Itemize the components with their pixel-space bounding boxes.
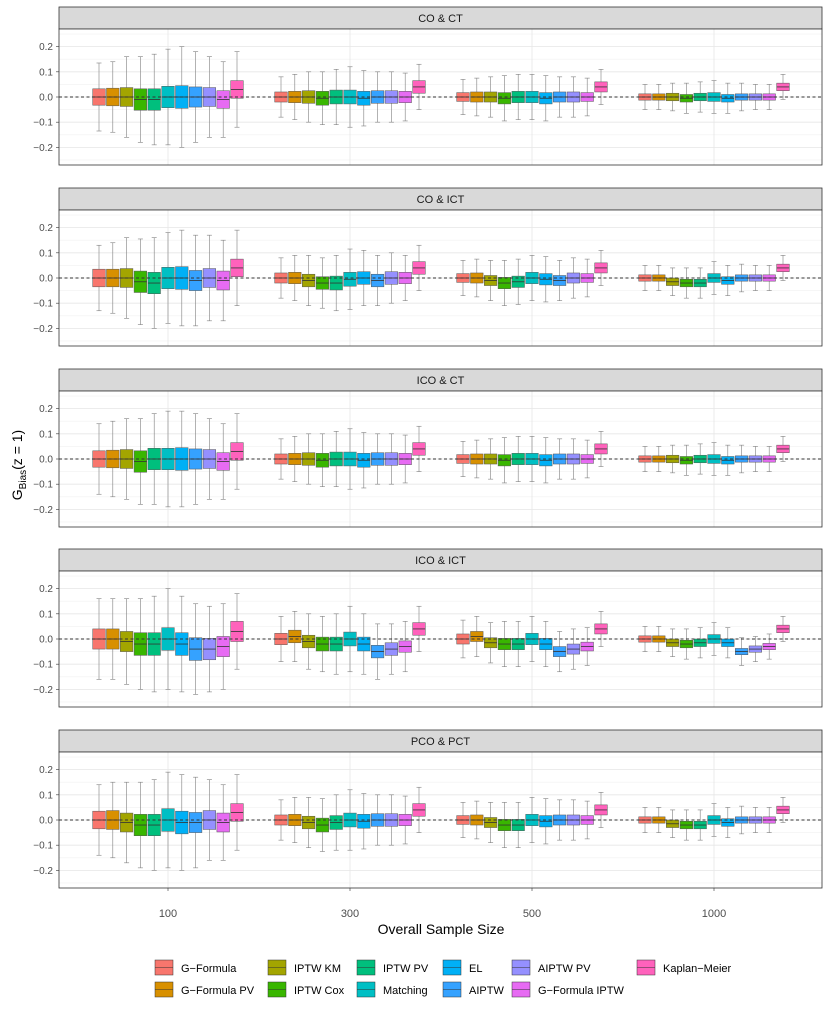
y-tick-label: 0.0 — [39, 93, 53, 104]
panel-border — [58, 390, 823, 528]
x-tick-label: 300 — [341, 908, 359, 920]
facet-panel: CO & CT −0.2 −0.1 0.0 0.1 0.2 — [33, 6, 823, 166]
facet-strip-label: ICO & CT — [417, 375, 465, 387]
legend-item-g-formula-pv: G−Formula PV — [154, 981, 255, 998]
x-tick-label: 100 — [159, 908, 177, 920]
legend-item-iptw-pv: IPTW PV — [356, 959, 429, 976]
y-tick-label: −0.1 — [33, 118, 53, 129]
legend-label-kaplan-meier: Kaplan−Meier — [663, 963, 732, 975]
x-axis-title: Overall Sample Size — [378, 921, 505, 937]
facet-strip-label: CO & ICT — [417, 194, 465, 206]
legend-label-g-formula-iptw: G−Formula IPTW — [538, 985, 624, 997]
legend-label-aiptw: AIPTW — [469, 985, 504, 997]
legend: G−Formula G−Formula PV IPTW KM IPTW Cox … — [154, 959, 732, 998]
y-axis-title-tail: (z = 1) — [9, 430, 25, 470]
y-tick-label: −0.2 — [33, 866, 53, 877]
y-tick-label: −0.1 — [33, 299, 53, 310]
y-tick-label: −0.2 — [33, 143, 53, 154]
legend-item-kaplan-meier: Kaplan−Meier — [636, 959, 732, 976]
legend-label-iptw-pv: IPTW PV — [383, 963, 429, 975]
legend-item-matching: Matching — [356, 981, 428, 998]
y-tick-label: 0.2 — [39, 765, 53, 776]
facet-panel: PCO & PCT −0.2 −0.1 0.0 0.1 0.2 — [33, 729, 823, 891]
legend-label-iptw-cox: IPTW Cox — [294, 985, 345, 997]
y-tick-label: 0.0 — [39, 635, 53, 646]
y-tick-label: −0.1 — [33, 480, 53, 491]
y-tick-label: 0.2 — [39, 223, 53, 234]
legend-label-el: EL — [469, 963, 482, 975]
y-tick-label: 0.1 — [39, 790, 53, 801]
y-tick-label: −0.1 — [33, 841, 53, 852]
x-tick-label: 1000 — [702, 908, 726, 920]
legend-item-iptw-cox: IPTW Cox — [267, 981, 345, 998]
facet-strip-label: PCO & PCT — [411, 736, 471, 748]
legend-label-matching: Matching — [383, 985, 428, 997]
legend-item-aiptw-pv: AIPTW PV — [511, 959, 591, 976]
legend-item-g-formula: G−Formula — [154, 959, 237, 976]
panel-border — [58, 751, 823, 889]
facet-strip-label: CO & CT — [418, 13, 463, 25]
facet-strip-label: ICO & ICT — [415, 555, 466, 567]
y-tick-label: −0.2 — [33, 324, 53, 335]
legend-item-el: EL — [442, 959, 482, 976]
facet-panel: ICO & CT −0.2 −0.1 0.0 0.1 0.2 — [33, 368, 823, 528]
x-tick-label: 500 — [523, 908, 541, 920]
y-tick-label: 0.0 — [39, 274, 53, 285]
panel-border — [58, 28, 823, 166]
legend-label-aiptw-pv: AIPTW PV — [538, 963, 591, 975]
legend-label-g-formula-pv: G−Formula PV — [181, 985, 255, 997]
y-tick-label: −0.2 — [33, 685, 53, 696]
legend-label-iptw-km: IPTW KM — [294, 963, 341, 975]
y-tick-label: 0.0 — [39, 816, 53, 827]
y-tick-label: 0.2 — [39, 404, 53, 415]
y-axis-title-sub: Bias — [18, 470, 29, 489]
facet-panel: ICO & ICT −0.2 −0.1 0.0 0.1 0.2 — [33, 548, 823, 708]
y-tick-label: 0.0 — [39, 455, 53, 466]
facet-panels: CO & CT −0.2 −0.1 0.0 0.1 0.2 CO & ICT −0.2 −0.1… — [33, 6, 823, 891]
y-tick-label: −0.1 — [33, 660, 53, 671]
y-tick-label: 0.1 — [39, 429, 53, 440]
y-axis-title: GBias(z = 1) — [9, 430, 29, 500]
facet-panel: CO & ICT −0.2 −0.1 0.0 0.1 0.2 — [33, 187, 823, 347]
y-tick-label: −0.2 — [33, 505, 53, 516]
y-tick-label: 0.1 — [39, 248, 53, 259]
y-tick-label: 0.1 — [39, 609, 53, 620]
legend-item-aiptw: AIPTW — [442, 981, 504, 998]
y-tick-label: 0.2 — [39, 584, 53, 595]
legend-item-g-formula-iptw: G−Formula IPTW — [511, 981, 624, 998]
y-tick-label: 0.2 — [39, 42, 53, 53]
panel-border — [58, 570, 823, 708]
y-axis-title-main: G — [9, 489, 25, 500]
panel-border — [58, 209, 823, 347]
legend-item-iptw-km: IPTW KM — [267, 959, 341, 976]
legend-label-g-formula: G−Formula — [181, 963, 237, 975]
y-tick-label: 0.1 — [39, 67, 53, 78]
